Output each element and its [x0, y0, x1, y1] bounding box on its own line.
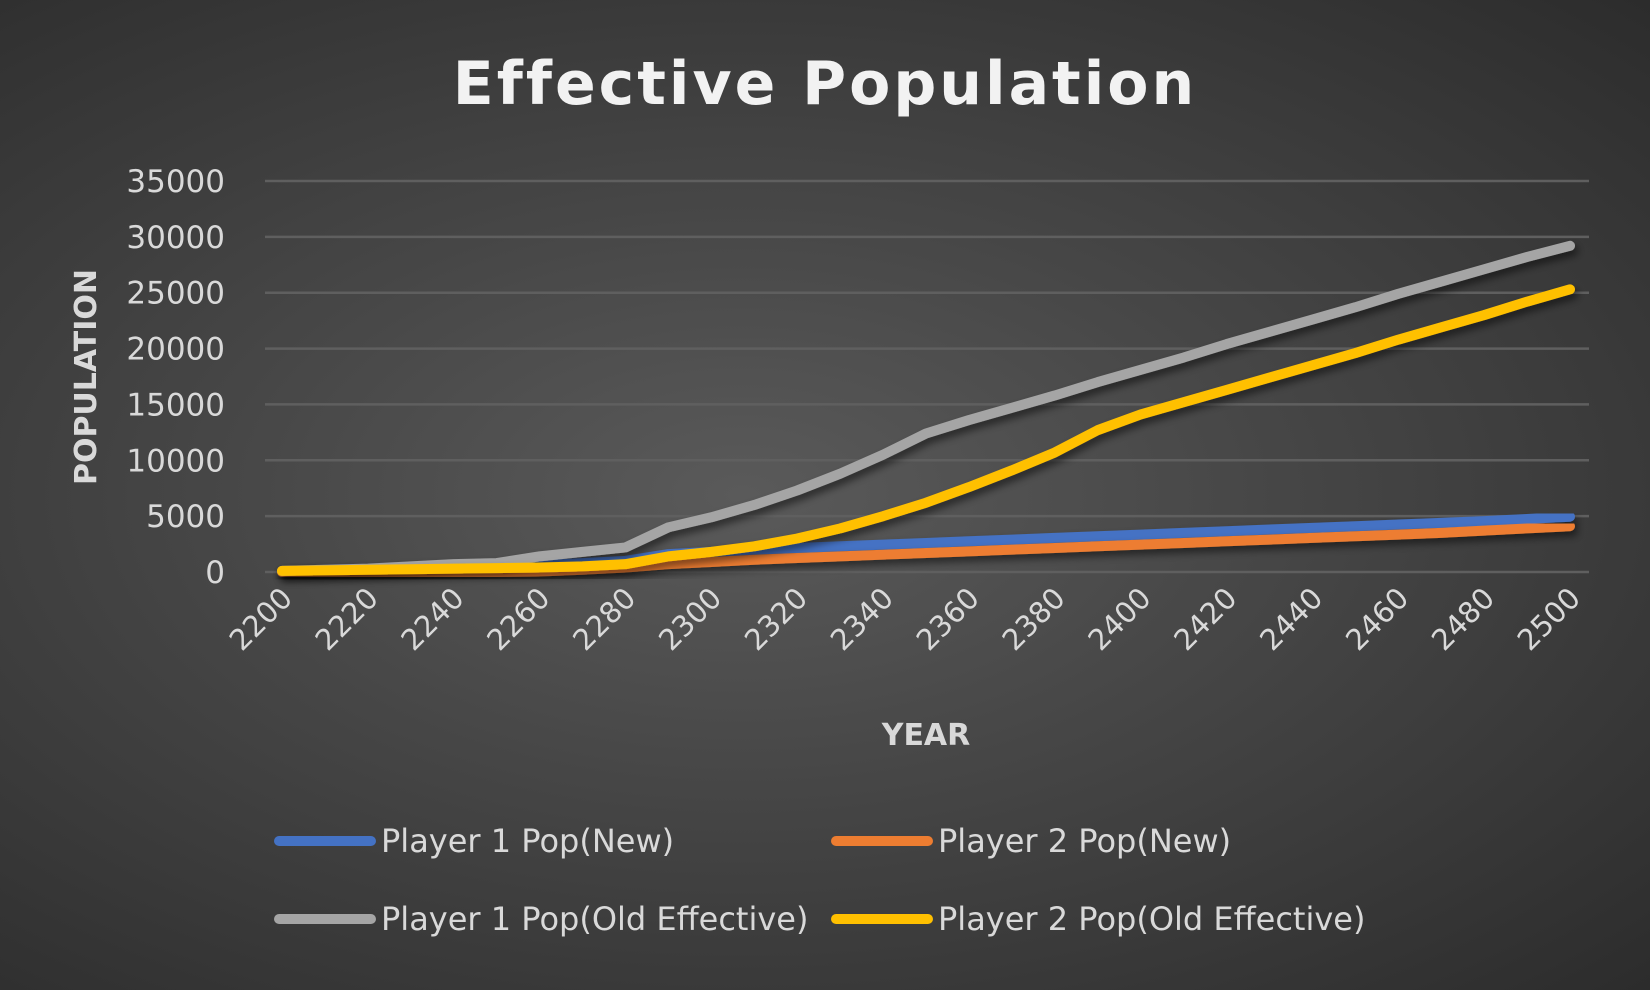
x-tick-label: 2300 [652, 581, 728, 657]
x-tick-label: 2320 [738, 581, 814, 657]
x-tick-label: 2340 [824, 581, 900, 657]
x-tick-label: 2400 [1081, 581, 1157, 657]
y-tick-label: 30000 [126, 220, 225, 256]
legend-label: Player 1 Pop(Old Effective) [381, 900, 808, 938]
x-tick-label: 2360 [910, 581, 986, 657]
x-tick-label: 2260 [480, 581, 556, 657]
x-tick-label: 2460 [1339, 581, 1415, 657]
chart-title: Effective Population [453, 49, 1198, 119]
x-tick-label: 2240 [394, 581, 470, 657]
x-tick-label: 2280 [566, 581, 642, 657]
x-tick-label: 2440 [1253, 581, 1329, 657]
y-tick-label: 0 [205, 555, 225, 591]
x-axis-title: YEAR [881, 718, 971, 753]
x-tick-label: 2380 [996, 581, 1072, 657]
legend-label: Player 2 Pop(New) [938, 822, 1231, 860]
y-tick-label: 35000 [126, 164, 225, 200]
x-tick-label: 2480 [1425, 581, 1501, 657]
x-tick-label: 2420 [1167, 581, 1243, 657]
y-tick-label: 15000 [126, 387, 225, 423]
y-tick-label: 25000 [126, 276, 225, 312]
x-tick-label: 2500 [1511, 581, 1587, 657]
y-axis-title: POPULATION [69, 269, 104, 485]
y-tick-label: 20000 [126, 332, 225, 368]
y-tick-label: 10000 [126, 443, 225, 479]
legend-label: Player 1 Pop(New) [381, 822, 674, 860]
y-tick-label: 5000 [146, 499, 225, 535]
legend-label: Player 2 Pop(Old Effective) [938, 900, 1365, 938]
x-tick-label: 2200 [223, 581, 299, 657]
x-tick-label: 2220 [309, 581, 385, 657]
